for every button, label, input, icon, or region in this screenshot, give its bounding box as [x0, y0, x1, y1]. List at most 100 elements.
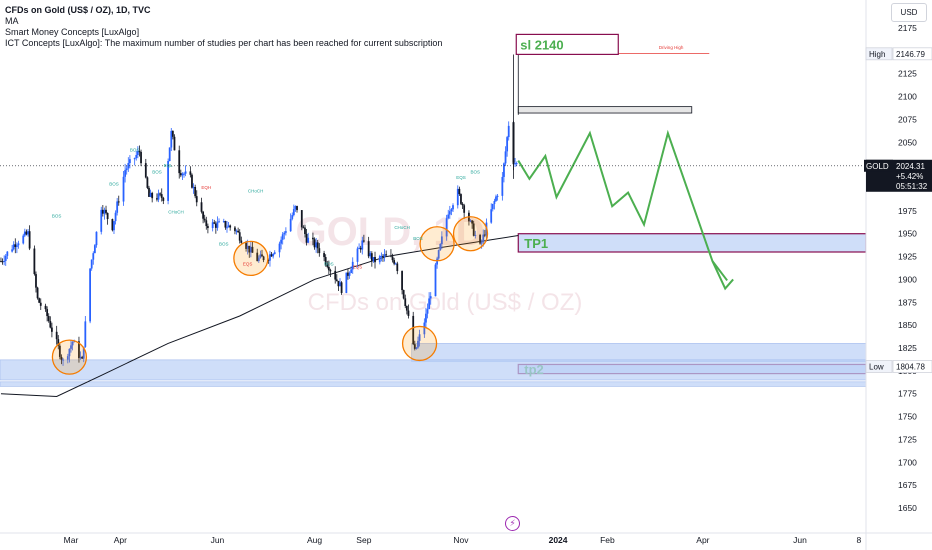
- candle-body: [359, 247, 362, 250]
- candle-body: [12, 244, 15, 250]
- projection: [517, 129, 734, 291]
- candle-body: [257, 257, 260, 262]
- candle-body: [447, 214, 450, 219]
- highlight-circle: [419, 226, 455, 262]
- candle-body: [401, 271, 403, 291]
- candle-body: [183, 173, 185, 175]
- candle-body: [128, 159, 131, 164]
- structure-label: EQS: [353, 264, 363, 269]
- candle-body: [3, 260, 6, 262]
- candle-body: [434, 264, 437, 297]
- structure-label: Driving High: [659, 45, 684, 50]
- candle-body: [227, 225, 230, 228]
- candle-body: [415, 347, 418, 349]
- symbol-label: GOLD: [866, 162, 889, 171]
- candle-body: [436, 258, 438, 265]
- candle-body: [202, 211, 205, 219]
- y-tick-label: 1975: [898, 206, 917, 216]
- candle-body: [173, 136, 176, 151]
- candle-body: [437, 250, 440, 259]
- structure-label: BOS: [130, 147, 140, 152]
- candle-body: [55, 331, 58, 340]
- candle-body: [39, 302, 42, 306]
- x-tick-label: Jun: [793, 535, 807, 545]
- candle-body: [235, 230, 238, 232]
- candle-body: [206, 226, 209, 229]
- candle-body: [4, 255, 7, 261]
- projection-arrow-head: [711, 260, 728, 282]
- structure-label: BOS: [471, 169, 481, 174]
- x-tick-label: Nov: [453, 535, 469, 545]
- candle-body: [472, 223, 475, 236]
- candle-body: [238, 232, 241, 241]
- candle-body: [135, 154, 138, 159]
- y-tick-label: 2075: [898, 114, 917, 124]
- x-tick-label: Feb: [600, 535, 615, 545]
- candle-body: [127, 163, 130, 169]
- candle-body: [394, 263, 397, 265]
- candle-body: [312, 237, 314, 240]
- candle-body: [156, 198, 158, 200]
- tradingview-logo-icon[interactable]: ⚡: [505, 516, 520, 531]
- watermark-name: CFDs on Gold (US$ / OZ): [308, 289, 583, 316]
- candle-body: [79, 356, 82, 359]
- candle-body: [60, 356, 63, 360]
- candle-body: [396, 263, 399, 272]
- candle-body: [171, 130, 174, 137]
- candle-body: [426, 309, 429, 314]
- candle-body: [38, 298, 41, 303]
- candle-body: [46, 309, 49, 317]
- structure-label: EQS: [456, 175, 466, 180]
- candle-body: [160, 194, 163, 198]
- candle-body: [35, 274, 37, 288]
- candle-body: [78, 341, 80, 359]
- candle-body: [103, 209, 106, 214]
- candle-body: [62, 359, 64, 361]
- candle-body: [283, 232, 286, 235]
- candle-body: [70, 345, 72, 349]
- candle-body: [249, 246, 252, 253]
- candle-body: [302, 227, 305, 229]
- candle-body: [111, 219, 114, 231]
- candle-body: [259, 254, 262, 258]
- structure-label: BOS: [109, 181, 119, 186]
- candle-body: [170, 130, 173, 148]
- candle-body: [351, 261, 354, 270]
- y-tick-label: 1875: [898, 297, 917, 307]
- price-tag-label-box: [865, 360, 893, 373]
- candle-body: [369, 253, 372, 257]
- candle-body: [0, 261, 2, 263]
- candle-body: [315, 242, 318, 248]
- candle-body: [372, 257, 375, 261]
- candle-body: [146, 177, 149, 188]
- candle-body: [323, 253, 325, 258]
- currency-button[interactable]: USD: [891, 3, 927, 22]
- candle-body: [452, 205, 454, 210]
- projection-line: [517, 129, 734, 291]
- candle-body: [240, 240, 243, 243]
- candle-body: [356, 248, 359, 262]
- candle-body: [149, 192, 152, 197]
- candle-body: [272, 253, 275, 257]
- y-tick-label: 2175: [898, 23, 917, 33]
- candle-body: [133, 158, 136, 160]
- ma-line: [0, 235, 519, 397]
- x-tick-label: Mar: [64, 535, 79, 545]
- symbol-tag: [864, 159, 893, 172]
- candle-body: [280, 239, 283, 244]
- candle-body: [281, 234, 284, 240]
- candle-body: [229, 225, 232, 228]
- candle-body: [413, 344, 416, 349]
- y-tick-label: 1750: [898, 412, 917, 422]
- structure-label: BOS: [219, 242, 229, 247]
- candle-body: [138, 151, 141, 153]
- candle-body: [313, 239, 316, 248]
- candle-body: [81, 356, 84, 359]
- candle-body: [289, 218, 292, 232]
- y-tick-label: 1725: [898, 434, 917, 444]
- candle-body: [417, 340, 419, 348]
- candle-body: [84, 321, 87, 347]
- candle-body: [194, 186, 197, 197]
